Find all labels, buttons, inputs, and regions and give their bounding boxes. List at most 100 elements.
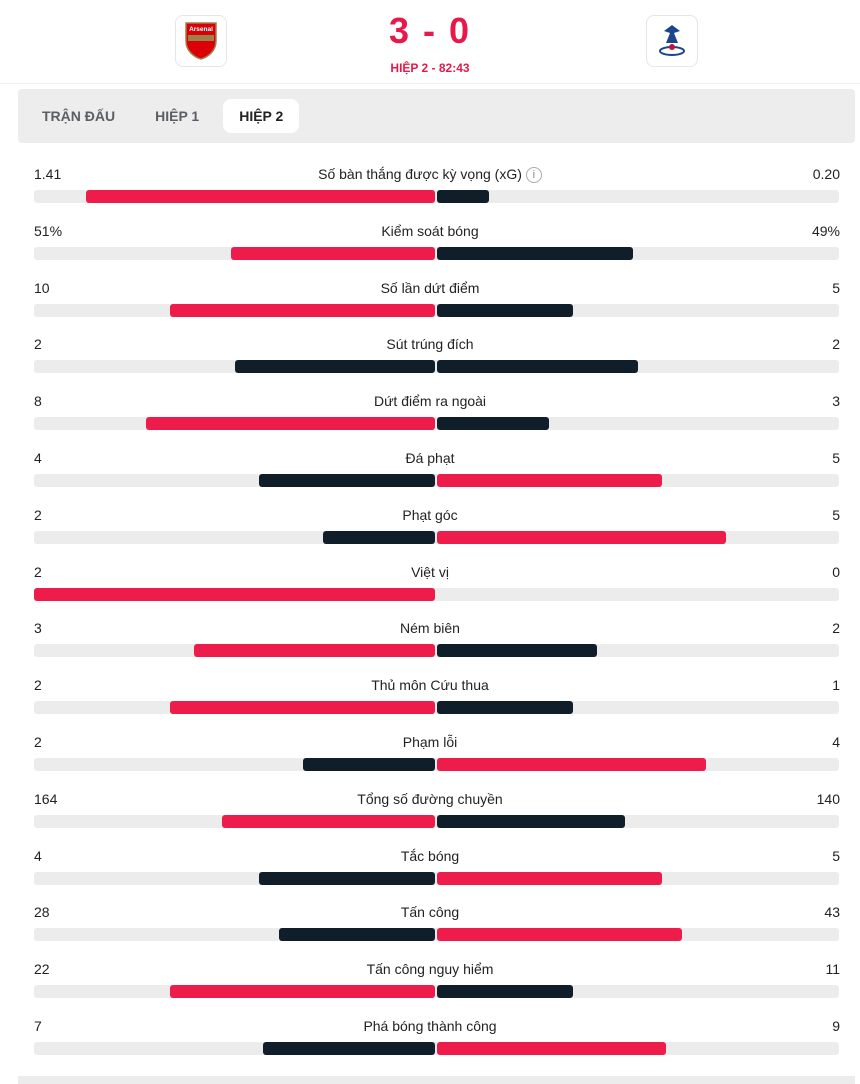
stat-label-text: Việt vị [411, 563, 449, 580]
home-bar [170, 985, 435, 999]
home-bar [194, 644, 435, 658]
match-header: Arsenal 3 - 0 HIỆP 2 - 82:43 [0, 0, 860, 84]
away-bar [437, 644, 598, 658]
stat-row: 51% Kiểm soát bóng 49% [0, 214, 860, 271]
stat-label: Ném biên [0, 620, 860, 636]
away-bar [437, 530, 726, 544]
home-value: 22 [34, 961, 50, 978]
stat-bar-track [34, 814, 839, 828]
tab-first-half[interactable]: HIỆP 1 [155, 108, 200, 124]
stat-label-text: Thủ môn Cứu thua [371, 677, 489, 694]
away-bar [437, 701, 574, 715]
stat-label: Thủ môn Cứu thua [0, 677, 860, 693]
stat-row: 10 Số lần dứt điểm 5 [0, 271, 860, 328]
away-bar [437, 757, 706, 771]
away-bar [437, 928, 682, 942]
stat-label-text: Phạt góc [402, 506, 458, 523]
home-bar [170, 303, 435, 317]
home-value: 4 [34, 449, 42, 466]
tab-full-match[interactable]: TRẬN ĐẤU [42, 108, 116, 124]
away-value: 5 [832, 279, 840, 296]
stat-row: 28 Tấn công 43 [0, 895, 860, 952]
stat-row: 2 Phạm lỗi 4 [0, 725, 860, 782]
stat-bar-track [34, 587, 839, 601]
away-bar [437, 360, 638, 374]
stat-label-text: Tấn công [400, 904, 460, 921]
away-value: 5 [832, 506, 840, 523]
home-bar [258, 871, 435, 885]
stat-label-text: Đá phạt [405, 449, 455, 466]
stat-bar-track [34, 303, 839, 317]
stat-bar-track [34, 360, 839, 374]
away-bar [437, 871, 662, 885]
stat-label-text: Tổng số đường chuyền [357, 790, 503, 807]
stat-label: Phạt góc [0, 507, 860, 523]
stat-label-text: Kiểm soát bóng [381, 222, 479, 239]
stat-label: Phá bóng thành công [0, 1018, 860, 1034]
stat-bar-track [34, 190, 839, 203]
away-bar [437, 246, 634, 260]
stat-bar-track [34, 417, 839, 431]
stat-bar-track [34, 871, 839, 885]
stat-row: 2 Thủ môn Cứu thua 1 [0, 668, 860, 725]
stat-label: Dứt điểm ra ngoài [0, 393, 860, 409]
away-value: 11 [825, 961, 840, 978]
home-value: 2 [34, 733, 42, 750]
home-bar [170, 701, 435, 715]
home-value: 2 [34, 506, 42, 523]
stat-label-text: Phá bóng thành công [363, 1017, 497, 1034]
bottom-divider [18, 1076, 855, 1084]
stat-bar-track [34, 1041, 839, 1055]
home-bar [230, 246, 435, 260]
stat-label: Tắc bóng [0, 848, 860, 864]
home-value: 164 [34, 790, 58, 807]
stat-bar-track [34, 701, 839, 715]
stat-label: Số bàn thắng được kỳ vọng (xG) i [0, 166, 860, 184]
home-value: 2 [34, 677, 42, 694]
away-bar [437, 814, 626, 828]
home-bar [258, 473, 435, 487]
stat-bar-track [34, 757, 839, 771]
home-value: 2 [34, 563, 42, 580]
stat-row: 1.41 Số bàn thắng được kỳ vọng (xG) i 0.2… [0, 157, 860, 214]
away-value: 49% [811, 222, 840, 239]
home-bar [278, 928, 435, 942]
home-team-logo[interactable]: Arsenal [175, 15, 227, 67]
home-bar [146, 417, 435, 431]
away-value: 1 [832, 677, 840, 694]
home-logo-text: Arsenal [189, 26, 213, 33]
stat-label-text: Tắc bóng [400, 847, 460, 864]
stat-row: 2 Phạt góc 5 [0, 498, 860, 555]
stat-label: Kiểm soát bóng [0, 223, 860, 239]
stat-bar-track [34, 530, 839, 544]
stat-row: 7 Phá bóng thành công 9 [0, 1009, 860, 1066]
away-value: 43 [824, 904, 840, 921]
stat-row: 3 Ném biên 2 [0, 611, 860, 668]
away-value: 2 [832, 620, 840, 637]
stat-label-text: Phạm lỗi [402, 733, 458, 750]
home-value: 3 [34, 620, 42, 637]
stats-list: 1.41 Số bàn thắng được kỳ vọng (xG) i 0.2… [0, 157, 860, 1066]
crystal-palace-crest-icon [659, 25, 685, 56]
stat-label: Việt vị [0, 564, 860, 580]
away-value: 9 [832, 1017, 840, 1034]
away-value: 5 [832, 449, 840, 466]
stat-row: 8 Dứt điểm ra ngoài 3 [0, 384, 860, 441]
period-tabs: TRẬN ĐẤU HIỆP 1 HIỆP 2 [18, 89, 855, 143]
stat-label: Đá phạt [0, 450, 860, 466]
home-bar [302, 757, 435, 771]
stat-row: 4 Tắc bóng 5 [0, 839, 860, 896]
stat-label: Phạm lỗi [0, 734, 860, 750]
home-value: 8 [34, 393, 42, 410]
info-icon[interactable]: i [525, 167, 542, 184]
home-value: 10 [34, 279, 50, 296]
home-value: 2 [34, 336, 42, 353]
away-bar [437, 190, 490, 203]
stat-label: Tấn công [0, 904, 860, 920]
stat-label-text: Số lần dứt điểm [380, 279, 480, 296]
tab-second-half[interactable]: HIỆP 2 [223, 99, 300, 133]
stat-label-text: Dứt điểm ra ngoài [373, 393, 487, 410]
home-bar [234, 360, 435, 374]
home-value: 4 [34, 847, 42, 864]
away-team-logo[interactable] [646, 15, 698, 67]
